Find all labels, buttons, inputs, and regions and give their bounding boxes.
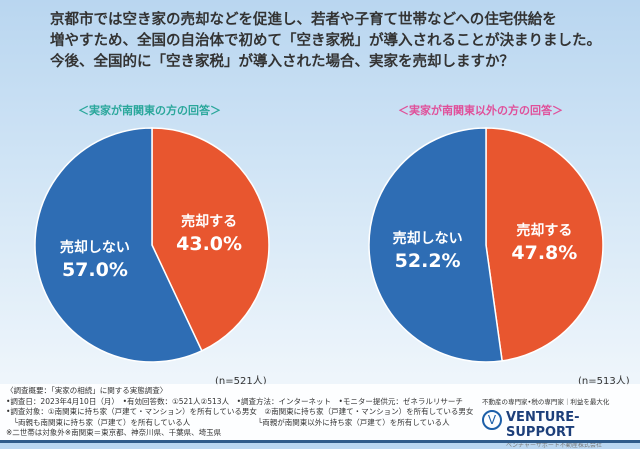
survey-footer: 〈調査概要：「実家の相続」に関する実態調査〉 •調査日：2023年4月10日（月… — [0, 384, 640, 443]
slice-value: 47.8% — [511, 242, 577, 264]
footer-line: •調査日：2023年4月10日（月） •有効回答数：①521人②513人 •調査… — [6, 396, 463, 406]
footer-line: 〈調査概要：「実家の相続」に関する実態調査〉 — [6, 386, 168, 395]
slice-value: 52.2% — [395, 250, 461, 272]
question-line: 今後、全国的に「空き家税」が導入された場合、実家を売却しますか？ — [50, 54, 514, 70]
slice-label: 売却する — [516, 222, 572, 239]
slice-label: 売却する — [181, 213, 237, 230]
v-logo-icon: V — [482, 410, 502, 430]
pie-slice-sell — [485, 127, 604, 362]
slice-value: 43.0% — [176, 233, 242, 255]
logo-tagline: 不動産の専門家•税の専門家｜利益を最大化 — [482, 398, 610, 406]
question-line: 京都市では空き家の売却などを促進し、若者や子育て世帯などへの住宅供給を — [50, 12, 557, 28]
pie-slice-sell — [151, 127, 270, 352]
right-n: (n=513人) — [578, 376, 630, 387]
footer-line: •調査対象：①南関東に持ち家（戸建て・マンション）を所有している男女 ②南関東に… — [6, 407, 474, 416]
pie-slice-not-sell — [34, 127, 203, 363]
question-line: 増やすため、全国の自治体で初めて「空き家税」が導入されることが決まりました。 — [50, 33, 601, 49]
left-n: (n=521人) — [215, 376, 267, 387]
question-text: 京都市では空き家の売却などを促進し、若者や子育て世帯などへの住宅供給を 増やすた… — [50, 10, 610, 73]
bottom-bar — [0, 440, 640, 443]
slice-label: 売却しない — [393, 230, 463, 247]
footer-line: ※二世帯は対象外※南関東＝東京都、神奈川県、千葉県、埼玉県 — [6, 428, 222, 437]
pie-slice-not-sell — [368, 127, 503, 363]
slice-label: 売却しない — [60, 239, 130, 256]
logo-name: VENTURE-SUPPORT — [506, 410, 580, 440]
left-chart-title: ＜実家が南関東の方の回答＞ — [78, 104, 221, 117]
footer-line: └両親も南関東に持ち家（戸建て）を所有している人 └両親が南関東以外に持ち家（戸… — [6, 417, 450, 427]
right-chart-title: ＜実家が南関東以外の方の回答＞ — [398, 104, 563, 117]
slice-value: 57.0% — [62, 259, 128, 281]
